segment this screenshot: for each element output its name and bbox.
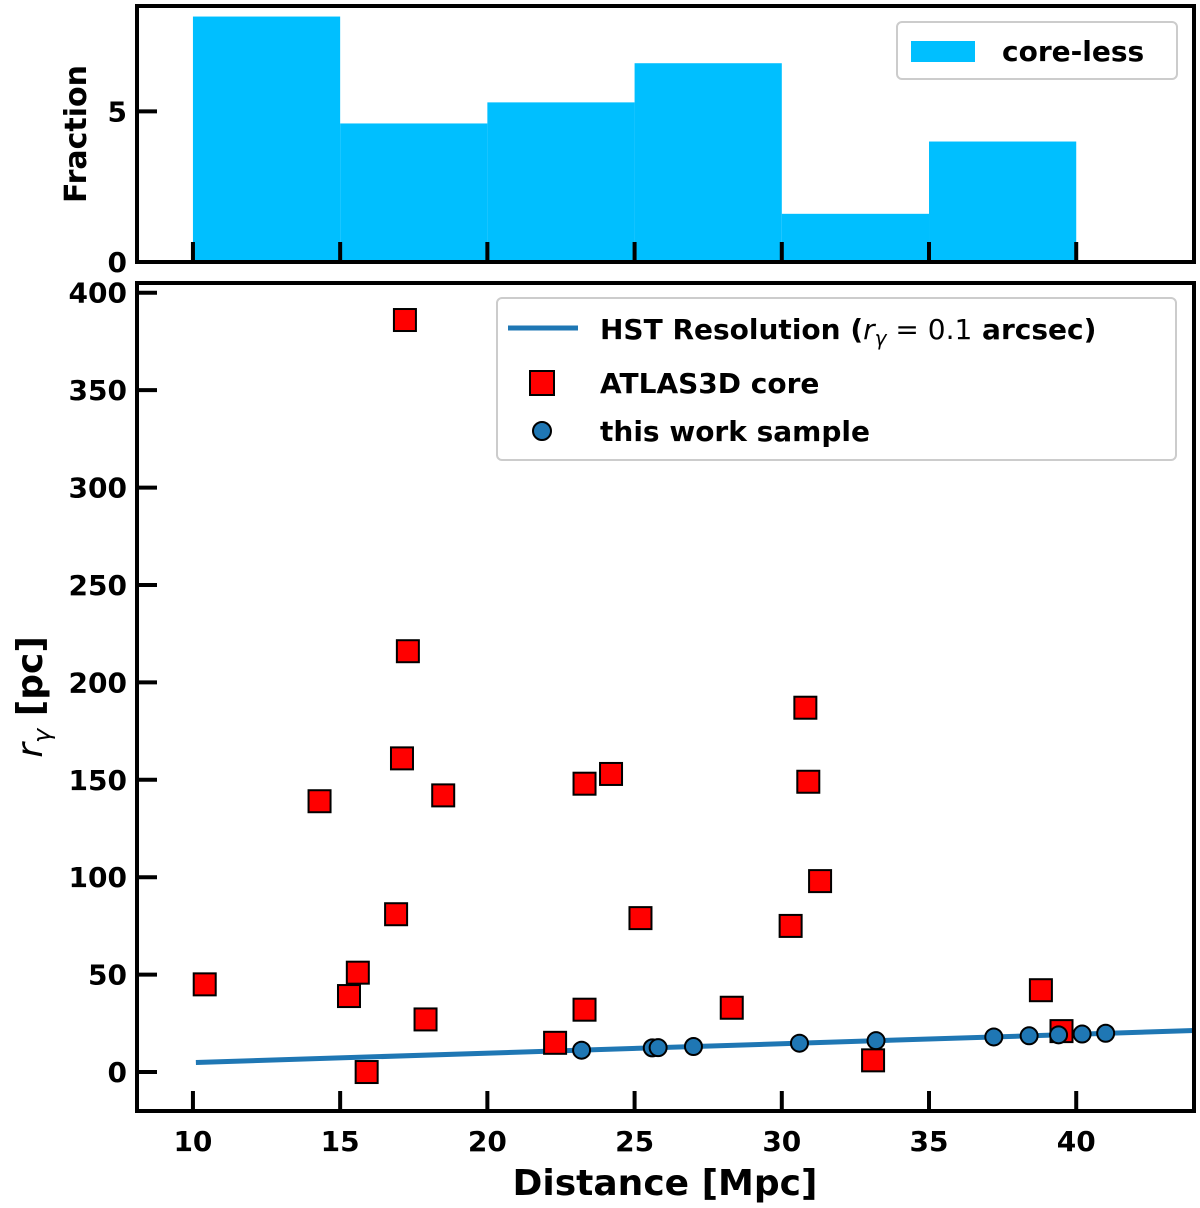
histogram-y-axis-label: Fraction — [59, 65, 94, 203]
histogram-bar — [781, 213, 930, 262]
histogram-bar — [340, 123, 488, 262]
atlas3d-point — [384, 902, 409, 927]
atlas3d-point — [395, 639, 420, 664]
atlas3d-point — [861, 1048, 886, 1073]
sample-point — [984, 1027, 1004, 1047]
legend-atlas-label: ATLAS3D core — [600, 367, 819, 400]
scatter-x-tick-label: 40 — [1057, 1125, 1096, 1158]
scatter-y-tick-label: 350 — [69, 374, 127, 407]
legend-square-marker — [529, 370, 555, 396]
atlas3d-point — [345, 960, 370, 985]
sample-point — [572, 1040, 592, 1060]
scatter-y-tick-label: 200 — [69, 666, 127, 699]
sample-point — [789, 1033, 809, 1053]
scatter-y-tick-label: 50 — [88, 959, 127, 992]
legend-circle-marker — [532, 421, 552, 441]
atlas3d-point — [572, 771, 597, 796]
histogram-legend: core-less — [896, 21, 1178, 80]
scatter-x-tick-label: 25 — [615, 1125, 654, 1158]
histogram-bar — [487, 102, 635, 263]
scatter-x-tick-label: 30 — [762, 1125, 801, 1158]
legend-line-label-pre: HST Resolution ( — [600, 313, 863, 346]
atlas3d-point — [796, 769, 821, 794]
scatter-x-tick-label: 20 — [468, 1125, 507, 1158]
atlas3d-point — [778, 913, 803, 938]
sample-point — [866, 1031, 886, 1051]
atlas3d-point — [431, 783, 456, 808]
atlas3d-point — [192, 972, 217, 997]
scatter-y-axis-label: rγ [pc] — [10, 636, 56, 758]
legend-sample-label: this work sample — [600, 415, 870, 448]
sample-point — [683, 1037, 703, 1057]
legend-line-label-math: = 0.1 — [887, 313, 973, 346]
atlas3d-point — [543, 1030, 568, 1055]
y-label-gamma: γ — [28, 727, 56, 743]
atlas3d-point — [793, 695, 818, 720]
histogram-y-tick-label: 0 — [108, 246, 127, 279]
sample-point — [1072, 1024, 1092, 1044]
histogram-bar — [634, 63, 782, 263]
sample-point — [648, 1038, 668, 1058]
scatter-legend-box — [496, 297, 1177, 461]
atlas3d-point — [599, 761, 624, 786]
sample-markers — [572, 1023, 1116, 1060]
histogram-plot-frame — [135, 4, 1196, 264]
scatter-y-tick-label: 150 — [69, 764, 127, 797]
histogram-legend-box — [896, 21, 1178, 80]
scatter-x-tick-label: 10 — [173, 1125, 212, 1158]
sample-point — [1049, 1025, 1069, 1045]
scatter-x-tick-label: 35 — [910, 1125, 949, 1158]
atlas3d-point — [336, 984, 361, 1009]
atlas3d-point — [354, 1060, 379, 1085]
histogram-axis-ticks: 05 — [108, 95, 1079, 279]
legend-line-label-gamma: γ — [875, 326, 888, 350]
histogram-bars — [192, 16, 1077, 263]
histogram-legend-swatch — [911, 41, 975, 62]
atlas3d-markers — [192, 308, 1074, 1085]
atlas3d-point — [389, 746, 414, 771]
atlas3d-point — [719, 995, 744, 1020]
scatter-y-tick-label: 100 — [69, 861, 127, 894]
scatter-y-tick-label: 400 — [69, 277, 127, 310]
legend-line-label-post: arcsec) — [972, 313, 1096, 346]
sample-point — [1019, 1026, 1039, 1046]
scatter-y-tick-label: 300 — [69, 472, 127, 505]
histogram-y-tick-label: 5 — [108, 95, 127, 128]
scatter-y-tick-label: 250 — [69, 569, 127, 602]
atlas3d-point — [808, 869, 833, 894]
atlas3d-point — [572, 997, 597, 1022]
histogram-bar — [192, 16, 341, 263]
atlas3d-point — [1028, 978, 1053, 1003]
atlas3d-point — [392, 308, 417, 333]
scatter-x-axis-label: Distance [Mpc] — [513, 1163, 818, 1204]
scatter-legend: HST Resolution (rγ = 0.1 arcsec) ATLAS3D… — [496, 297, 1177, 461]
legend-line-label-r: r — [863, 313, 876, 346]
scatter-y-tick-label: 0 — [108, 1056, 127, 1089]
y-label-r: r — [10, 741, 51, 758]
histogram-bar — [929, 141, 1077, 262]
atlas3d-point — [413, 1007, 438, 1032]
histogram-panel: 05 Fraction core-less — [59, 4, 1196, 279]
atlas3d-point — [628, 906, 653, 931]
legend-line-label: HST Resolution (rγ = 0.1 arcsec) — [600, 313, 1096, 350]
histogram-legend-label: core-less — [1002, 35, 1144, 68]
y-label-units: [pc] — [10, 636, 51, 729]
atlas3d-point — [307, 789, 332, 814]
scatter-x-tick-label: 15 — [321, 1125, 360, 1158]
sample-point — [1096, 1023, 1116, 1043]
scatter-plot-frame — [135, 281, 1196, 1113]
